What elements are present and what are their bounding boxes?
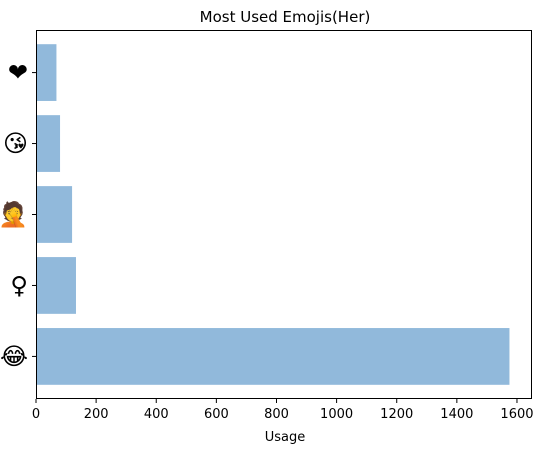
x-tick-label: 0	[32, 407, 40, 422]
face-palm-icon: 🤦	[0, 200, 28, 229]
bars-group	[36, 44, 510, 385]
bar-face-with-tears-of-joy	[36, 328, 510, 385]
x-axis-label: Usage	[265, 430, 306, 445]
x-tick-label: 1400	[440, 407, 473, 422]
female-sign-icon: ♀	[10, 271, 28, 299]
x-tick-label: 200	[84, 407, 109, 422]
x-tick-label: 600	[204, 407, 229, 422]
heart-icon: ❤	[8, 59, 28, 87]
face-with-tears-of-joy-icon: 😂	[0, 342, 28, 370]
x-tick-label: 1200	[380, 407, 413, 422]
bar-female-sign	[36, 257, 76, 314]
bar-heart	[36, 44, 57, 101]
chart-title: Most Used Emojis(Her)	[200, 8, 371, 26]
bar-face-blowing-kiss	[36, 115, 61, 172]
x-tick-label: 1600	[500, 407, 533, 422]
bar-face-palm	[36, 186, 73, 243]
y-axis-ticks: 😂 ♀ 🤦 😘 ❤	[0, 59, 36, 370]
x-tick-label: 400	[144, 407, 169, 422]
x-tick-label: 1000	[320, 407, 353, 422]
x-axis-ticks: 0 200 400 600 800 1000 1200 1400 1600	[32, 399, 534, 422]
plot-frame	[36, 30, 532, 399]
face-blowing-kiss-icon: 😘	[3, 130, 28, 158]
x-tick-label: 800	[264, 407, 289, 422]
